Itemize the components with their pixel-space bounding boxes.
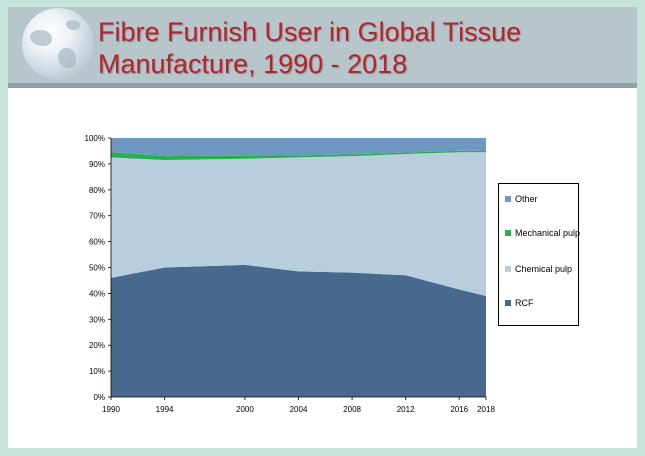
chart-legend: Other Mechanical pulp Chemical pulp RCF: [498, 183, 580, 326]
legend-swatch: [505, 266, 511, 272]
y-tick-label: 10%: [89, 367, 105, 376]
legend-swatch: [505, 196, 511, 202]
y-tick-label: 80%: [89, 186, 105, 195]
y-tick-label: 90%: [89, 160, 105, 169]
legend-swatch: [505, 300, 511, 306]
globe-icon: [22, 8, 94, 80]
y-tick-label: 40%: [89, 289, 105, 298]
legend-label: RCF: [515, 298, 534, 308]
y-tick-label: 50%: [89, 264, 105, 273]
y-tick-label: 20%: [89, 341, 105, 350]
legend-swatch: [505, 230, 511, 236]
y-tick-label: 0%: [93, 393, 105, 402]
area-chemical-pulp: [111, 152, 486, 296]
legend-label: Chemical pulp: [515, 264, 573, 274]
area-other: [111, 138, 486, 157]
x-tick-label: 2016: [450, 405, 468, 414]
area-rcf: [111, 264, 486, 397]
y-tick-label: 30%: [89, 315, 105, 324]
legend-label: Mechanical pulp: [515, 228, 581, 238]
x-tick-label: 2000: [236, 405, 254, 414]
x-tick-label: 1990: [102, 405, 120, 414]
x-tick-label: 1994: [156, 405, 174, 414]
title-line-1: Fibre Furnish User in Global Tissue: [98, 17, 522, 47]
x-tick-label: 2012: [397, 405, 415, 414]
y-tick-label: 100%: [85, 134, 105, 143]
y-tick-label: 70%: [89, 212, 105, 221]
y-tick-label: 60%: [89, 238, 105, 247]
x-tick-label: 2008: [343, 405, 361, 414]
slide-header: Fibre Furnish User in Global Tissue Manu…: [8, 7, 637, 83]
header-divider: [8, 83, 637, 88]
title-line-2: Manufacture, 1990 - 2018: [98, 49, 408, 79]
x-tick-label: 2004: [290, 405, 308, 414]
slide-title: Fibre Furnish User in Global Tissue Manu…: [98, 16, 618, 80]
legend-label: Other: [515, 194, 538, 204]
x-tick-label: 2018: [477, 405, 495, 414]
